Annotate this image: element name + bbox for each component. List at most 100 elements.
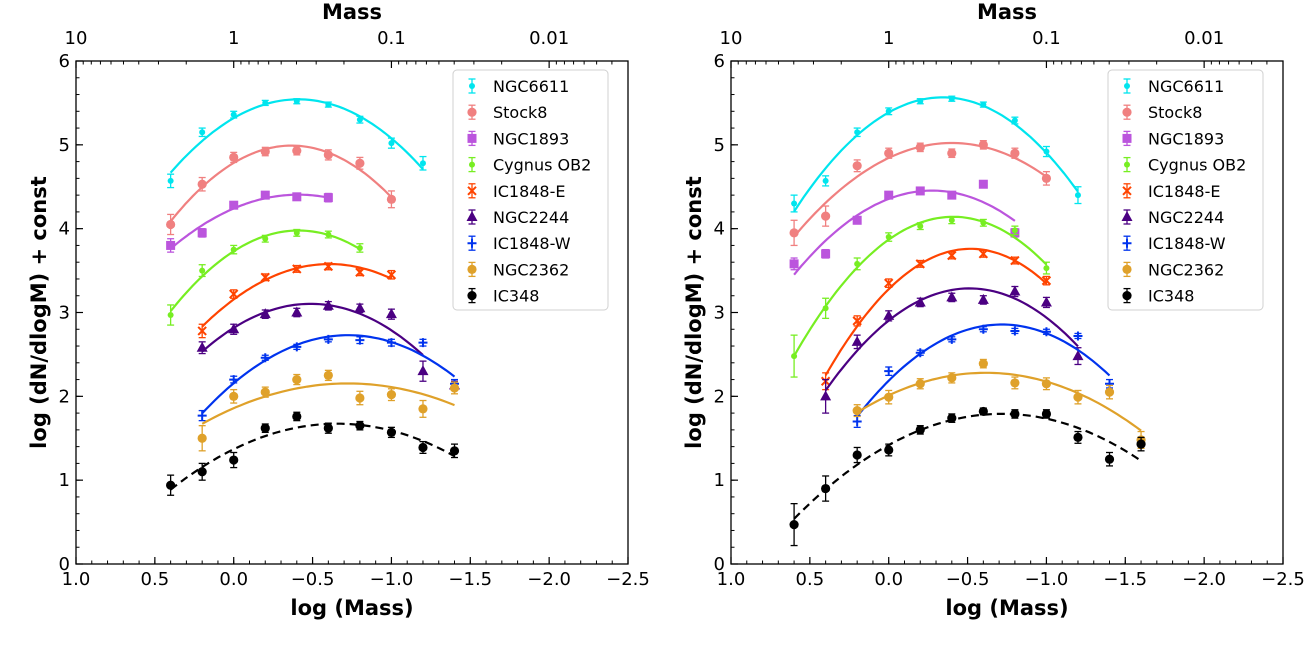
data-point bbox=[229, 375, 239, 385]
data-point bbox=[355, 335, 365, 345]
data-point bbox=[883, 309, 895, 320]
data-point bbox=[292, 374, 302, 385]
fit-curve bbox=[201, 302, 424, 356]
legend-label: NGC2244 bbox=[1148, 208, 1224, 227]
x-axis-title: log (Mass) bbox=[290, 596, 413, 620]
data-point bbox=[822, 305, 829, 312]
data-point bbox=[449, 383, 460, 393]
data-point bbox=[852, 416, 862, 426]
data-point bbox=[1009, 285, 1021, 296]
series-group bbox=[852, 358, 1146, 449]
data-point bbox=[229, 455, 239, 465]
data-point bbox=[292, 192, 302, 202]
data-point bbox=[323, 261, 334, 272]
fit-curve bbox=[824, 287, 1079, 392]
top-tick-label: 1 bbox=[883, 28, 894, 49]
legend-label: Stock8 bbox=[1148, 103, 1202, 122]
legend-box bbox=[452, 69, 609, 311]
fit-curve bbox=[201, 382, 455, 425]
data-point bbox=[260, 387, 270, 397]
x-tick-label: −1.0 bbox=[1025, 569, 1069, 590]
data-point bbox=[884, 392, 894, 402]
data-point bbox=[229, 289, 239, 299]
series-group bbox=[197, 334, 460, 422]
series-group bbox=[852, 323, 1115, 429]
series-group bbox=[789, 406, 1146, 547]
data-point bbox=[948, 217, 955, 224]
data-point bbox=[355, 158, 365, 168]
data-point bbox=[884, 278, 894, 288]
data-point bbox=[449, 446, 460, 456]
data-point bbox=[323, 150, 333, 160]
data-point bbox=[791, 200, 798, 207]
fit-curve bbox=[793, 96, 1079, 213]
data-point bbox=[197, 326, 207, 336]
data-point bbox=[946, 291, 958, 302]
right-chart-panel: 1.0 0.5 0.0 −0.5 −1.0 −1.5 −2.0 −2.5 0 1 2 3 4 5 610 1 0… bbox=[682, 0, 1305, 620]
x-tick-label: −2.0 bbox=[1182, 569, 1226, 590]
data-point bbox=[418, 338, 428, 348]
x-tick-label: −2.0 bbox=[527, 569, 571, 590]
data-point bbox=[789, 259, 799, 269]
data-point bbox=[293, 98, 300, 105]
data-point bbox=[325, 101, 332, 108]
data-point bbox=[1136, 439, 1146, 449]
fit-curve bbox=[793, 215, 1048, 357]
legend-marker bbox=[1122, 186, 1132, 196]
data-point bbox=[230, 111, 237, 118]
series-group bbox=[196, 299, 461, 391]
data-point bbox=[260, 423, 270, 433]
series-group bbox=[820, 285, 1084, 414]
data-point bbox=[1040, 296, 1052, 307]
data-point bbox=[852, 316, 862, 326]
legend-label: NGC1893 bbox=[493, 129, 569, 148]
data-point bbox=[884, 366, 894, 376]
data-point bbox=[947, 373, 957, 383]
data-point bbox=[1010, 326, 1020, 336]
legend: NGC6611 Stock8 NGC1893 Cygnus OB2 IC1848-E NG… bbox=[452, 69, 609, 311]
top-tick-label: 0.1 bbox=[377, 28, 406, 49]
data-point bbox=[166, 240, 176, 250]
data-point bbox=[197, 467, 207, 477]
data-point bbox=[325, 231, 332, 238]
x-tick-label: −1.5 bbox=[448, 569, 492, 590]
legend-box bbox=[1107, 69, 1264, 311]
data-point bbox=[292, 411, 302, 422]
data-point bbox=[197, 179, 207, 189]
legend-marker bbox=[1122, 238, 1132, 248]
data-point bbox=[197, 433, 207, 443]
data-point bbox=[917, 223, 924, 230]
y-tick-label: 6 bbox=[59, 51, 70, 72]
fit-curve bbox=[856, 371, 1142, 432]
data-point bbox=[948, 95, 955, 102]
y-tick-label: 1 bbox=[59, 470, 70, 491]
y-tick-label: 3 bbox=[59, 303, 70, 324]
data-point bbox=[915, 186, 925, 196]
legend-marker bbox=[1121, 211, 1133, 221]
data-point bbox=[199, 129, 206, 136]
legend-label: IC1848-E bbox=[493, 182, 566, 201]
legend-marker bbox=[1122, 264, 1132, 274]
y-tick-label: 0 bbox=[59, 554, 70, 575]
series-group bbox=[789, 179, 1020, 276]
data-point bbox=[1104, 387, 1115, 397]
data-point bbox=[166, 219, 176, 230]
data-point bbox=[851, 335, 863, 346]
data-point bbox=[1043, 265, 1050, 272]
legend-label: NGC2244 bbox=[493, 208, 569, 227]
y-tick-label: 5 bbox=[59, 135, 70, 156]
legend-label: Cygnus OB2 bbox=[1148, 156, 1246, 175]
data-point bbox=[852, 450, 862, 460]
data-point bbox=[355, 267, 365, 277]
top-axis-title: Mass bbox=[322, 0, 382, 24]
data-point bbox=[417, 365, 429, 376]
top-tick-label: 10 bbox=[65, 28, 88, 49]
fit-curve bbox=[169, 193, 329, 250]
data-point bbox=[385, 308, 397, 319]
plot-frame bbox=[730, 60, 1284, 565]
legend-label: NGC2362 bbox=[1148, 260, 1224, 279]
data-point bbox=[822, 177, 829, 184]
data-point bbox=[1073, 392, 1083, 402]
y-tick-label: 5 bbox=[714, 135, 725, 156]
left-chart-panel: 1.0 0.5 0.0 −0.5 −1.0 −1.5 −2.0 −2.5 0 1 2 3 4 5 610 1 0… bbox=[27, 0, 650, 620]
